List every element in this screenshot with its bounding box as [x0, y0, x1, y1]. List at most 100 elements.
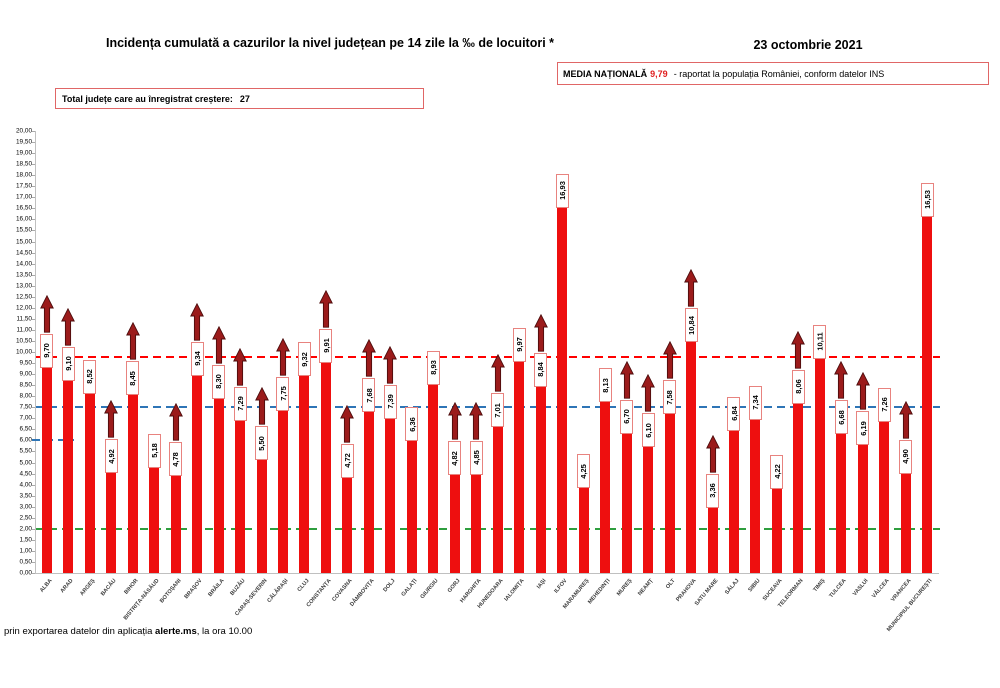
y-tick-label: 13,50 — [16, 271, 32, 279]
bar-value-text: 7,34 — [750, 395, 760, 411]
bar-value-text: 5,18 — [149, 443, 159, 458]
increase-arrow-icon — [533, 313, 548, 357]
y-tick-mark — [32, 396, 35, 398]
bar-value-label: 8,13 — [598, 368, 612, 403]
bar-value-label: 6,70 — [620, 399, 634, 434]
y-tick-label: 7,00 — [19, 414, 32, 422]
bar-value-label: 4,25 — [577, 454, 591, 489]
y-axis — [35, 131, 36, 573]
bar-value-label: 4,72 — [340, 443, 354, 478]
y-tick-mark — [32, 131, 35, 132]
bar-value-label: 5,50 — [255, 426, 268, 461]
bar-value-label: 7,39 — [383, 384, 397, 419]
increase-arrow-icon — [834, 361, 849, 404]
bar-value-label: 4,22 — [770, 454, 784, 489]
increase-arrow-icon — [61, 307, 76, 351]
bar-value-label: 9,97 — [512, 327, 526, 362]
y-tick-label: 0,50 — [19, 558, 32, 566]
y-tick-label: 4,50 — [19, 470, 32, 478]
increase-arrow-icon — [791, 330, 806, 374]
bar-value-text: 16,53 — [922, 190, 932, 210]
bar-value-text: 16,93 — [557, 181, 567, 201]
footer-note: prin exportarea datelor din aplicația al… — [4, 626, 252, 637]
increase-arrow-icon — [641, 373, 655, 417]
bar-value-text: 3,36 — [708, 483, 718, 499]
y-tick-mark — [32, 506, 35, 508]
footer-note-post: , la ora 10.00 — [196, 626, 253, 637]
y-tick-label: 0,00 — [19, 569, 32, 577]
national-average-label: MEDIA NAȚIONALĂ — [563, 68, 648, 79]
bar-value-label: 7,26 — [877, 387, 891, 422]
bar — [514, 352, 525, 573]
growth-counties-label: Total județe care au înregistrat creșter… — [62, 93, 233, 104]
increase-arrow-icon — [340, 404, 355, 448]
bar — [771, 479, 782, 573]
y-tick-mark — [32, 340, 35, 342]
y-tick-label: 19,00 — [16, 149, 32, 157]
y-tick-mark — [32, 550, 35, 552]
bar-value-text: 9,97 — [514, 337, 524, 352]
y-tick-mark — [32, 539, 35, 541]
y-tick-mark — [32, 274, 35, 276]
bar — [406, 432, 417, 573]
y-tick-label: 6,50 — [19, 425, 32, 433]
bar-value-text: 7,58 — [665, 390, 675, 405]
increase-arrow-icon — [469, 401, 484, 445]
y-tick-mark — [32, 451, 35, 453]
bar-value-text: 8,93 — [428, 360, 438, 375]
y-tick-label: 11,50 — [16, 315, 32, 323]
y-tick-label: 17,50 — [16, 182, 32, 190]
bar — [600, 393, 611, 573]
bar — [686, 333, 697, 573]
increase-arrow-icon — [855, 371, 870, 415]
bar — [363, 403, 374, 573]
bar — [621, 424, 632, 573]
y-tick-mark — [32, 208, 35, 210]
bar-value-text: 8,30 — [214, 374, 224, 389]
increase-arrow-icon — [39, 294, 54, 338]
bar-value-text: 7,26 — [879, 397, 889, 412]
growth-counties-box: Total județe care au înregistrat creșter… — [55, 88, 424, 109]
y-tick-mark — [32, 363, 35, 365]
bar-value-text: 6,68 — [836, 410, 846, 425]
footer-note-pre: prin exportarea datelor din aplicația — [4, 626, 156, 637]
y-tick-label: 10,00 — [16, 348, 32, 356]
bar-value-text: 4,78 — [171, 452, 181, 467]
bar — [707, 498, 718, 573]
y-tick-label: 16,00 — [16, 215, 32, 223]
bar-value-text: 8,52 — [85, 369, 95, 385]
bar-value-label: 9,10 — [61, 346, 75, 381]
bar-value-text: 8,06 — [793, 379, 803, 395]
bar-value-text: 10,84 — [686, 316, 696, 335]
bar — [643, 438, 654, 573]
bar — [170, 467, 181, 573]
increase-arrow-icon — [684, 269, 698, 312]
y-tick-mark — [32, 429, 35, 431]
y-tick-mark — [32, 285, 35, 287]
bar-value-text: 4,92 — [106, 448, 116, 464]
reference-line-prag-7-5 — [36, 406, 940, 409]
y-tick-mark — [32, 385, 35, 387]
bar — [256, 451, 267, 573]
y-tick-mark — [32, 197, 35, 199]
y-tick-mark — [32, 164, 35, 166]
bar-value-text: 9,34 — [192, 351, 202, 366]
bar-value-label: 4,78 — [169, 442, 183, 477]
bar — [127, 386, 138, 573]
y-tick-label: 6,00 — [19, 436, 32, 444]
bar-value-label: 7,34 — [748, 385, 762, 420]
y-tick-mark — [32, 418, 35, 420]
national-average-box: MEDIA NAȚIONALĂ 9,79 - raportat la popul… — [557, 62, 989, 85]
increase-arrow-icon — [383, 345, 398, 389]
bar — [63, 371, 74, 573]
bar-value-label: 8,93 — [426, 350, 440, 385]
y-tick-label: 12,50 — [16, 293, 32, 301]
bar — [192, 366, 203, 573]
bar — [728, 421, 739, 573]
y-tick-mark — [32, 219, 35, 221]
national-average-value: 9,79 — [650, 68, 668, 79]
bar-value-label: 9,34 — [190, 341, 204, 376]
bar-value-label: 8,45 — [126, 361, 140, 396]
y-tick-label: 4,00 — [19, 481, 32, 489]
reference-line-media-nationala — [36, 355, 940, 358]
